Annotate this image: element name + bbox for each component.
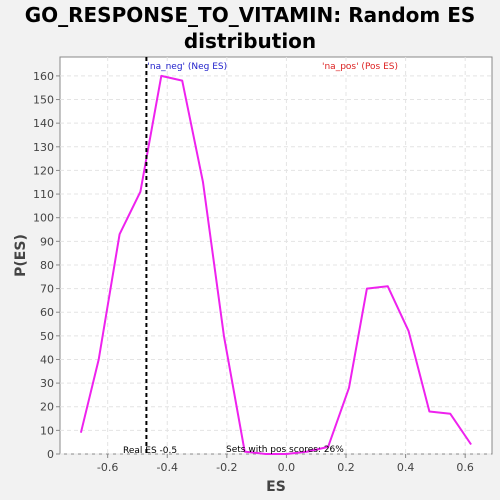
y-tick-label: 0	[47, 448, 54, 461]
y-tick-label: 120	[33, 164, 54, 177]
y-tick-label: 40	[40, 353, 54, 366]
x-tick-label: -0.2	[216, 461, 237, 474]
y-tick-label: 150	[33, 94, 54, 107]
annotations: 'na_neg' (Neg ES) 'na_pos' (Pos ES) Real E…	[123, 57, 398, 456]
x-tick-label: -0.6	[97, 461, 118, 474]
y-tick-label: 110	[33, 188, 54, 201]
pos-scores-text: Sets with pos scores: 26%	[226, 445, 344, 455]
chart-title-line1: GO_RESPONSE_TO_VITAMIN: Random ES	[24, 3, 476, 27]
pos-es-label: 'na_pos' (Pos ES)	[322, 62, 398, 72]
grid-lines	[60, 57, 492, 455]
y-tick-label: 160	[33, 70, 54, 83]
x-tick-label: 0.0	[278, 461, 296, 474]
chart-title-line2: distribution	[183, 29, 317, 53]
y-tick-label: 10	[40, 424, 54, 437]
y-tick-label: 90	[40, 235, 54, 248]
series-group	[79, 74, 472, 455]
x-axis-label: ES	[266, 479, 286, 495]
y-tick-label: 20	[40, 401, 54, 414]
y-tick-label: 70	[40, 283, 54, 296]
x-tick-label: -0.4	[157, 461, 178, 474]
y-tick-label: 140	[33, 117, 54, 130]
x-tick-label: 0.6	[456, 461, 474, 474]
y-tick-label: 50	[40, 330, 54, 343]
y-tick-label: 100	[33, 212, 54, 225]
real-es-text: Real ES -0.5	[123, 446, 177, 456]
x-tick-label: 0.2	[337, 461, 355, 474]
y-tick-label: 130	[33, 141, 54, 154]
plot-area	[59, 56, 493, 455]
x-tick-label: 0.4	[397, 461, 415, 474]
y-axis-label: P(ES)	[13, 234, 29, 277]
es-distribution-line	[79, 74, 472, 455]
axis-ticks: 0 10 20 30 40 50 60 70 80 90 100 110 120 130 140 150 160…	[33, 70, 474, 474]
y-tick-label: 30	[40, 377, 54, 390]
y-tick-label: 60	[40, 306, 54, 319]
chart-title: GO_RESPONSE_TO_VITAMIN: Random ES distri…	[0, 2, 500, 54]
neg-es-label: 'na_neg' (Neg ES)	[147, 62, 227, 72]
y-tick-label: 80	[40, 259, 54, 272]
